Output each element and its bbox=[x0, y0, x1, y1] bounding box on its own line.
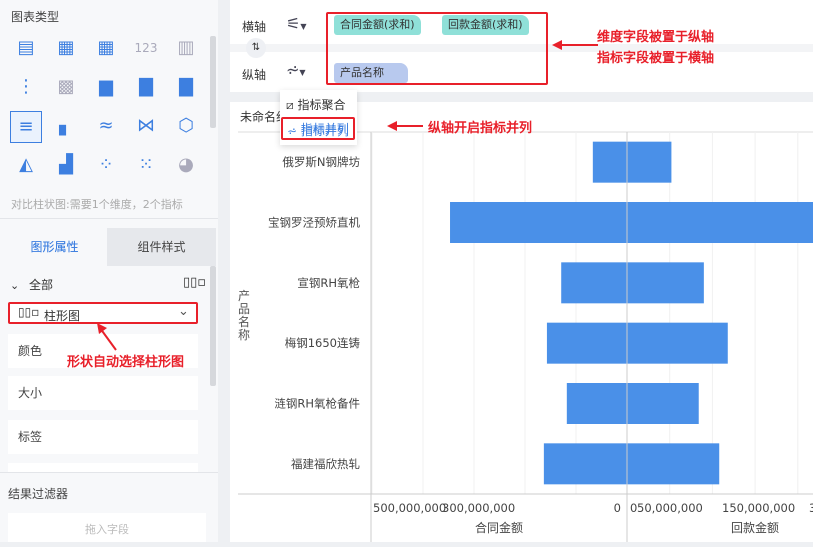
axes-panel: 横轴 ⚟▼ ⇅ 纵轴 ⩫▼ 合同金额(求和) 回款金额(求和) 产品名称 维度字… bbox=[230, 0, 813, 92]
chart-type-hint: 对比柱状图:需要1个维度，2个指标 bbox=[11, 198, 183, 211]
x-tick-label: 50,000,000 bbox=[637, 501, 703, 515]
x-field-pill[interactable]: 回款金额(求和) bbox=[442, 15, 529, 35]
properties-scrollbar[interactable] bbox=[210, 266, 216, 386]
annotation-arrow bbox=[97, 323, 117, 351]
combo-bar-line-icon[interactable]: ▟ bbox=[59, 154, 73, 175]
annotation-shape: 形状自动选择柱形图 bbox=[67, 355, 185, 370]
left-panel: 图表类型 ▤ ▦ ▦ 123 ▥ ⋮ ▩ ▆ ▇ ▇ ≡ ▖ ≈ ⋈ ⬡ ◭ ▟ ⁘ ⁙ ◕ 对比柱状图:需要1个维度… bbox=[0, 0, 218, 542]
x-field-pill[interactable]: 合同金额(求和) bbox=[334, 15, 421, 35]
x-tick-label: 0 bbox=[614, 501, 621, 515]
tab-shape-properties[interactable]: 图形属性 bbox=[0, 228, 109, 266]
bubble-icon[interactable]: ⁙ bbox=[138, 154, 154, 175]
x-tick-label: 300,000,000 bbox=[442, 501, 515, 515]
table-icon[interactable]: ▤ bbox=[17, 37, 35, 58]
chart: 俄罗斯N钢牌坊宝钢罗泾预矫直机宣钢RH氧枪梅钢1650连铸涟钢RH氧枪备件福建福… bbox=[238, 131, 813, 542]
range-line-icon[interactable]: ≈ bbox=[98, 115, 114, 136]
annotation-fields: 维度字段被置于纵轴 bbox=[597, 30, 715, 45]
menu-selected-value: 指标并列 bbox=[300, 122, 349, 136]
parallel-icon: ⩫ bbox=[287, 124, 298, 138]
bar-payment-amount bbox=[627, 141, 672, 183]
annotation-menu: 纵轴开启指标并列 bbox=[428, 121, 533, 136]
bar-shape-icon: ▯▯▫ bbox=[18, 305, 40, 319]
bar-contract-amount bbox=[592, 141, 627, 183]
chart-type-scrollbar[interactable] bbox=[210, 36, 216, 128]
menu-item-label: 指标并列 bbox=[300, 124, 349, 138]
filter-title: 结果过滤器 bbox=[8, 487, 69, 501]
x-axis-type-icon[interactable]: ⚟▼ bbox=[286, 14, 307, 33]
bar-payment-amount bbox=[627, 443, 720, 485]
line-area-icon[interactable]: ⋈ bbox=[137, 115, 155, 136]
bar-contract-amount bbox=[561, 262, 627, 304]
filter-drop-zone[interactable]: 拖入字段 bbox=[8, 513, 206, 542]
axis-mode-menu: ⧄ 指标聚合 ⩫ 指标并列 ⩫ 指标并列 bbox=[280, 90, 357, 145]
tab-component-style[interactable]: 组件样式 bbox=[107, 228, 216, 266]
map-icon[interactable]: ▩ bbox=[57, 76, 75, 97]
bar-payment-amount bbox=[627, 202, 813, 243]
category-label: 涟钢RH氧枪备件 bbox=[274, 397, 360, 411]
scatter-icon[interactable]: ⁘ bbox=[98, 154, 114, 175]
bar-contract-amount bbox=[546, 322, 627, 364]
all-row[interactable]: ⌄ 全部 bbox=[10, 276, 53, 293]
y-field-pill[interactable]: 产品名称 bbox=[334, 63, 408, 83]
shape-select[interactable]: ▯▯▫ 柱形图 ⌄ bbox=[8, 302, 198, 324]
menu-item-parallel[interactable]: ⩫ 指标并列 bbox=[281, 117, 355, 140]
menu-item-aggregate[interactable]: ⧄ 指标聚合 bbox=[286, 96, 345, 113]
property-size[interactable]: 大小 bbox=[8, 376, 198, 410]
shape-select-value: 柱形图 bbox=[44, 309, 81, 323]
category-label: 宝钢罗泾预矫直机 bbox=[268, 216, 360, 230]
category-label: 福建福欣热轧 bbox=[291, 457, 360, 471]
cross-table-icon[interactable]: ▦ bbox=[57, 37, 75, 58]
annotation-fields: 指标字段被置于横轴 bbox=[597, 51, 715, 66]
kpi-list-icon[interactable]: ⋮ bbox=[17, 76, 35, 97]
y-axis-type-icon[interactable]: ⩫▼ bbox=[286, 60, 306, 79]
chart-type-title: 图表类型 bbox=[11, 10, 60, 24]
fields-highlight bbox=[326, 12, 548, 85]
x-tick-label: 0 bbox=[630, 501, 637, 515]
bar-shape-icon[interactable]: ▯▯▫ bbox=[183, 275, 207, 290]
pie-icon[interactable]: ◕ bbox=[178, 154, 194, 175]
grouped-bar-icon[interactable]: ▆ bbox=[99, 76, 113, 97]
menu-item-label: 指标聚合 bbox=[297, 98, 346, 112]
bar-payment-amount bbox=[627, 262, 704, 304]
detail-table-icon[interactable]: ▦ bbox=[97, 37, 115, 58]
aggregate-icon: ⧄ bbox=[286, 98, 294, 112]
annotation-arrow bbox=[387, 121, 423, 131]
bar-contract-amount bbox=[543, 443, 627, 485]
x-tick-label: 3 bbox=[809, 501, 813, 515]
swap-axes-icon[interactable]: ⇅ bbox=[246, 38, 266, 58]
radar-icon[interactable]: ⬡ bbox=[178, 115, 194, 136]
chevron-down-icon: ⌄ bbox=[178, 304, 189, 319]
property-more[interactable] bbox=[8, 463, 198, 472]
all-label: 全部 bbox=[29, 278, 54, 292]
series-label: 回款金额 bbox=[731, 520, 779, 535]
property-color[interactable]: 颜色 bbox=[8, 334, 198, 368]
bar-payment-amount bbox=[627, 322, 728, 364]
category-label: 宣钢RH氧枪 bbox=[297, 276, 360, 290]
stacked-bar-icon[interactable]: ▇ bbox=[139, 76, 153, 97]
x-axis-label: 横轴 bbox=[242, 20, 267, 34]
category-label: 俄罗斯N钢牌坊 bbox=[282, 155, 360, 169]
comparison-bar-icon[interactable]: ≡ bbox=[10, 111, 42, 143]
y-axis-title: 产品名称 bbox=[238, 289, 251, 342]
bar-payment-amount bbox=[627, 383, 699, 424]
x-tick-label: 150,000,000 bbox=[722, 501, 795, 515]
bar-contract-amount bbox=[566, 383, 627, 424]
x-tick-label: 500,000,000 bbox=[373, 501, 446, 515]
series-label: 合同金额 bbox=[475, 520, 523, 535]
annotation-arrow bbox=[552, 40, 598, 50]
kpi-number-icon[interactable]: 123 bbox=[134, 41, 158, 55]
bar-contract-amount bbox=[450, 202, 627, 243]
category-label: 梅钢1650连铸 bbox=[285, 336, 361, 350]
step-bar-icon[interactable]: ▖ bbox=[59, 115, 73, 136]
bar-chart-icon[interactable]: ▇ bbox=[179, 76, 193, 97]
active-tab-label: 图形属性 bbox=[30, 240, 79, 254]
property-label[interactable]: 标签 bbox=[8, 420, 198, 454]
text-card-icon[interactable]: ▥ bbox=[177, 37, 195, 58]
menu-selected-label: ⩫ 指标并列 bbox=[287, 120, 349, 137]
chevron-down-icon: ⌄ bbox=[10, 279, 20, 292]
y-axis-label: 纵轴 bbox=[242, 68, 267, 82]
area-chart-icon[interactable]: ◭ bbox=[19, 154, 33, 175]
